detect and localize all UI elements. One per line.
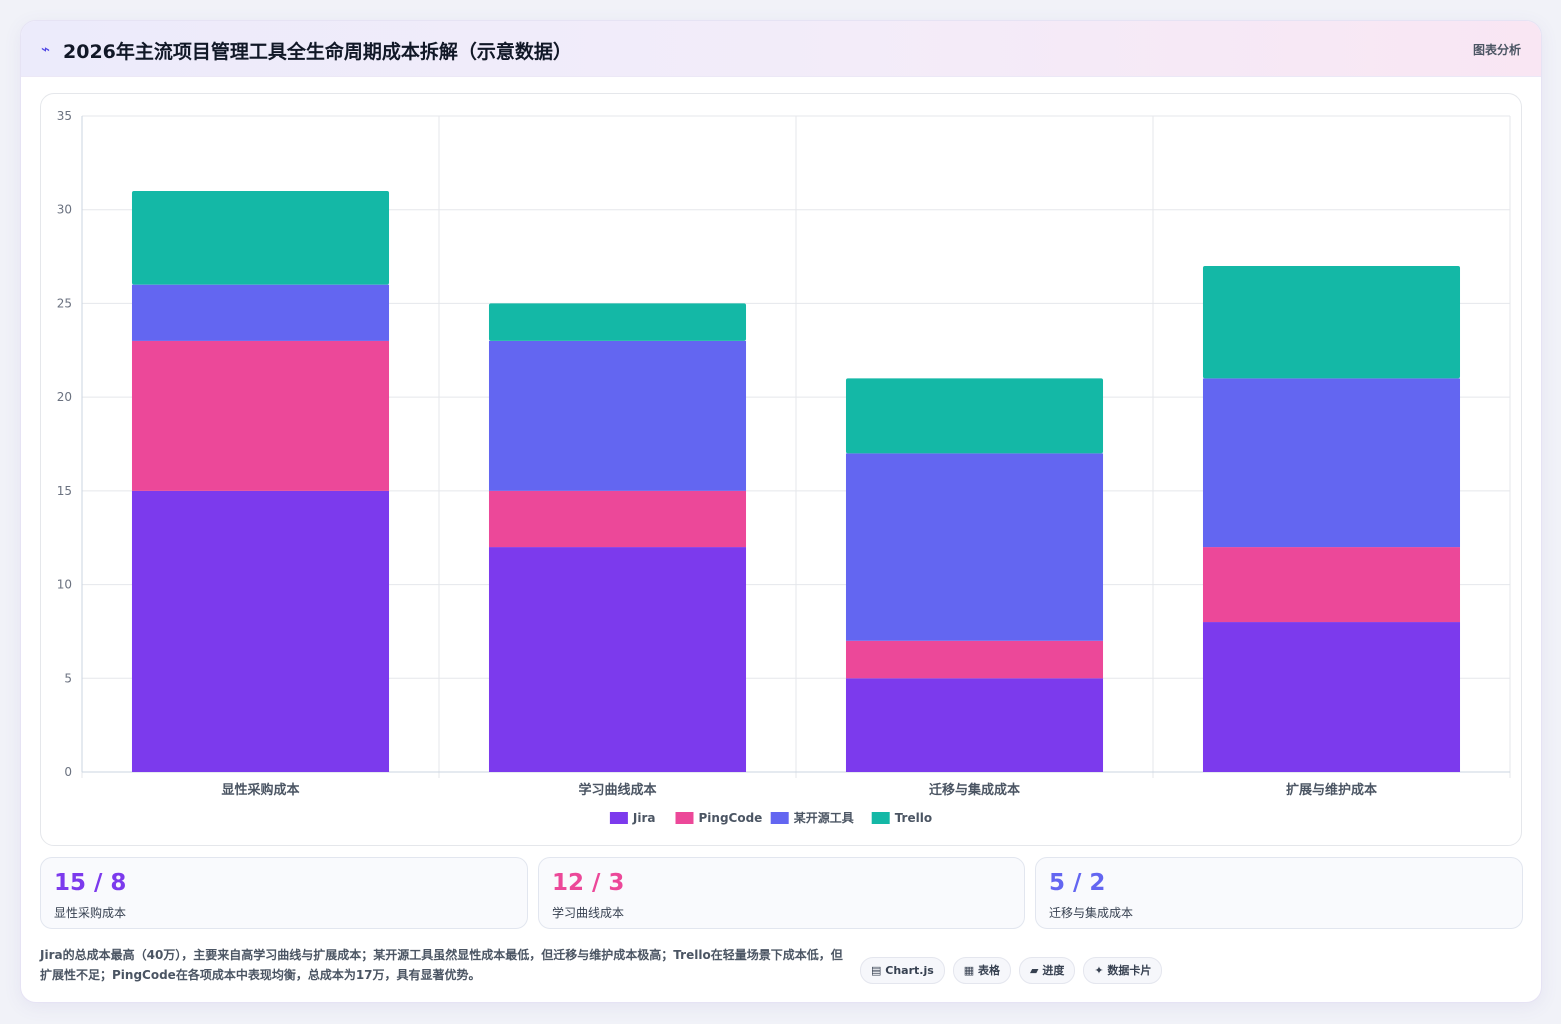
progress-icon: ▰ <box>1030 964 1039 977</box>
bar-segment <box>845 640 1104 679</box>
x-tick-label: 学习曲线成本 <box>578 782 656 798</box>
stat-label: 显性采购成本 <box>54 906 127 920</box>
stat-label: 学习曲线成本 <box>552 906 625 920</box>
legend-label: Trello <box>895 811 932 825</box>
stacked-bar-chart: 0 5 10 15 20 25 30 35 显性采购成本 学习曲线成本 迁移与集成成本 扩展与维护成本… <box>57 109 1511 825</box>
tag-label: 表格 <box>978 964 1001 977</box>
chart-container: 0 5 10 15 20 25 30 35 显性采购成本 学习曲线成本 迁移与集成成本 扩展与维护成本… <box>40 93 1522 846</box>
stat-value: 12 / 3 <box>552 870 625 896</box>
bar-segment <box>845 678 1104 772</box>
tag-table[interactable]: ▦ 表格 <box>952 957 1012 984</box>
bar-segment <box>845 378 1104 454</box>
x-tick-label: 迁移与集成成本 <box>929 782 1020 798</box>
bar-segment <box>131 340 390 491</box>
legend-label: Jira <box>632 811 656 825</box>
stat-card-1: 15 / 8 显性采购成本 <box>40 857 528 929</box>
y-tick-label: 30 <box>57 203 72 217</box>
bar-segment <box>131 284 390 341</box>
tag-data-card[interactable]: ✦ 数据卡片 <box>1083 957 1163 984</box>
tag-chartjs[interactable]: ▤ Chart.js <box>860 957 945 984</box>
summary-text: Jira的总成本最高（40万），主要来自高学习曲线与扩展成本；某开源工具虽然显性… <box>40 948 843 982</box>
chart-card: ⌁ 2026年主流项目管理工具全生命周期成本拆解（示意数据） 图表分析 0 5 10… <box>20 20 1542 1003</box>
y-tick-label: 5 <box>64 671 72 685</box>
x-tick-label: 显性采购成本 <box>221 782 299 798</box>
stat-label: 迁移与集成成本 <box>1049 906 1134 920</box>
chart-line-icon: ⌁ <box>41 40 51 58</box>
legend-swatch <box>871 812 890 824</box>
bar-segment <box>1202 378 1461 548</box>
tag-list: ▤ Chart.js ▦ 表格 ▰ 进度 ✦ 数据卡片 <box>860 957 1163 984</box>
bar-segment <box>131 190 390 285</box>
bar-segment <box>1202 622 1461 772</box>
chart-analysis-label[interactable]: 图表分析 <box>1472 43 1521 57</box>
y-tick-label: 10 <box>57 578 72 592</box>
card-header: ⌁ 2026年主流项目管理工具全生命周期成本拆解（示意数据） 图表分析 <box>21 21 1541 77</box>
stat-card-2: 12 / 3 学习曲线成本 <box>538 857 1025 929</box>
y-tick-label: 20 <box>57 390 72 404</box>
bar-segment <box>488 340 747 491</box>
tag-label: 数据卡片 <box>1107 964 1152 977</box>
bar-segment <box>1202 265 1461 379</box>
y-tick-label: 25 <box>57 296 72 310</box>
sparkle-icon: ✦ <box>1094 964 1104 977</box>
bar-segment <box>845 453 1104 641</box>
tag-progress[interactable]: ▰ 进度 <box>1019 957 1076 984</box>
stat-value: 5 / 2 <box>1049 870 1106 896</box>
chart-title: 2026年主流项目管理工具全生命周期成本拆解（示意数据） <box>63 41 572 63</box>
bar-segment <box>488 490 747 548</box>
stat-value: 15 / 8 <box>54 870 127 896</box>
bar-segment <box>488 303 747 341</box>
legend-swatch <box>609 812 628 824</box>
legend-swatch <box>675 812 694 824</box>
bar-segment <box>131 490 390 772</box>
stat-card-3: 5 / 2 迁移与集成成本 <box>1035 857 1523 929</box>
bar-segment <box>1202 547 1461 623</box>
y-tick-label: 15 <box>57 484 72 498</box>
y-tick-label: 35 <box>57 109 72 123</box>
bar-segment <box>488 547 747 772</box>
y-tick-label: 0 <box>64 765 72 779</box>
legend-swatch <box>770 812 789 824</box>
x-tick-label: 扩展与维护成本 <box>1286 782 1377 798</box>
chart-icon: ▤ <box>871 964 882 977</box>
legend-label: 某开源工具 <box>794 810 854 825</box>
tag-label: 进度 <box>1042 964 1065 977</box>
tag-label: Chart.js <box>885 964 934 977</box>
table-icon: ▦ <box>963 964 975 977</box>
legend-label: PingCode <box>699 811 763 825</box>
